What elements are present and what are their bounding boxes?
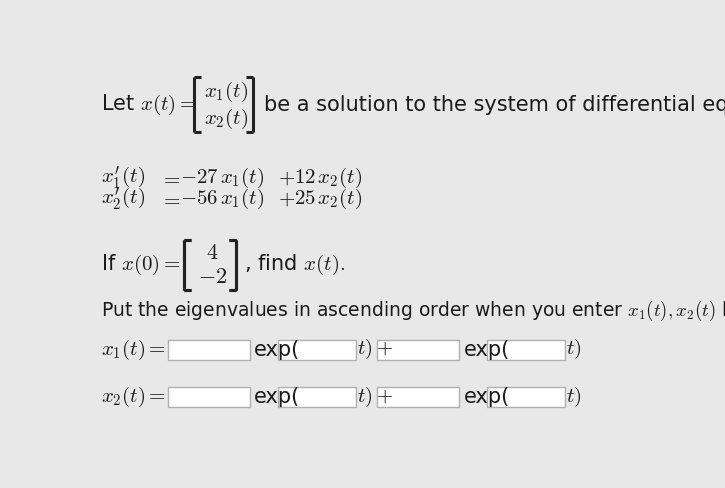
Text: $+$: $+$: [278, 189, 295, 209]
Text: $t)$: $t)$: [566, 338, 582, 361]
Text: Let $x(t) =$: Let $x(t) =$: [102, 93, 197, 117]
Text: exp(: exp(: [254, 340, 300, 360]
Text: be a solution to the system of differential equations:: be a solution to the system of different…: [264, 95, 725, 115]
Bar: [278, 340, 356, 360]
Text: exp(: exp(: [254, 387, 300, 407]
Text: $t)+$: $t)+$: [357, 386, 394, 409]
Text: $x_1(t)$: $x_1(t)$: [204, 80, 248, 104]
Bar: [487, 340, 565, 360]
Bar: [378, 340, 459, 360]
Text: $x_2(t)$: $x_2(t)$: [204, 107, 248, 131]
Text: $25\,x_2(t)$: $25\,x_2(t)$: [294, 186, 362, 211]
Text: $x_1(t) =$: $x_1(t) =$: [102, 338, 166, 362]
Text: , find $x(t).$: , find $x(t).$: [244, 253, 345, 277]
Text: If $x(0) =$: If $x(0) =$: [102, 253, 181, 277]
Text: $x_2'(t)$: $x_2'(t)$: [102, 185, 146, 212]
Text: exp(: exp(: [463, 340, 510, 360]
Text: Put the eigenvalues in ascending order when you enter $x_1(t), x_2(t)$ below.: Put the eigenvalues in ascending order w…: [102, 299, 725, 323]
Text: $-2$: $-2$: [198, 267, 227, 287]
Text: $-27\,x_1(t)$: $-27\,x_1(t)$: [180, 166, 264, 190]
Text: $x_1'(t)$: $x_1'(t)$: [102, 165, 146, 191]
Text: $+$: $+$: [278, 168, 295, 188]
Bar: [278, 387, 356, 407]
Text: $x_2(t) =$: $x_2(t) =$: [102, 386, 166, 409]
Bar: [487, 387, 565, 407]
Text: exp(: exp(: [463, 387, 510, 407]
Bar: [378, 387, 459, 407]
Bar: [168, 340, 249, 360]
Text: $t)+$: $t)+$: [357, 338, 394, 361]
Text: $=$: $=$: [160, 189, 181, 209]
Text: $4$: $4$: [206, 244, 218, 264]
Bar: [168, 387, 249, 407]
Text: $-56\,x_1(t)$: $-56\,x_1(t)$: [180, 186, 264, 211]
Text: $12\,x_2(t)$: $12\,x_2(t)$: [294, 166, 362, 190]
Text: $t)$: $t)$: [566, 386, 582, 409]
Text: $=$: $=$: [160, 168, 181, 188]
